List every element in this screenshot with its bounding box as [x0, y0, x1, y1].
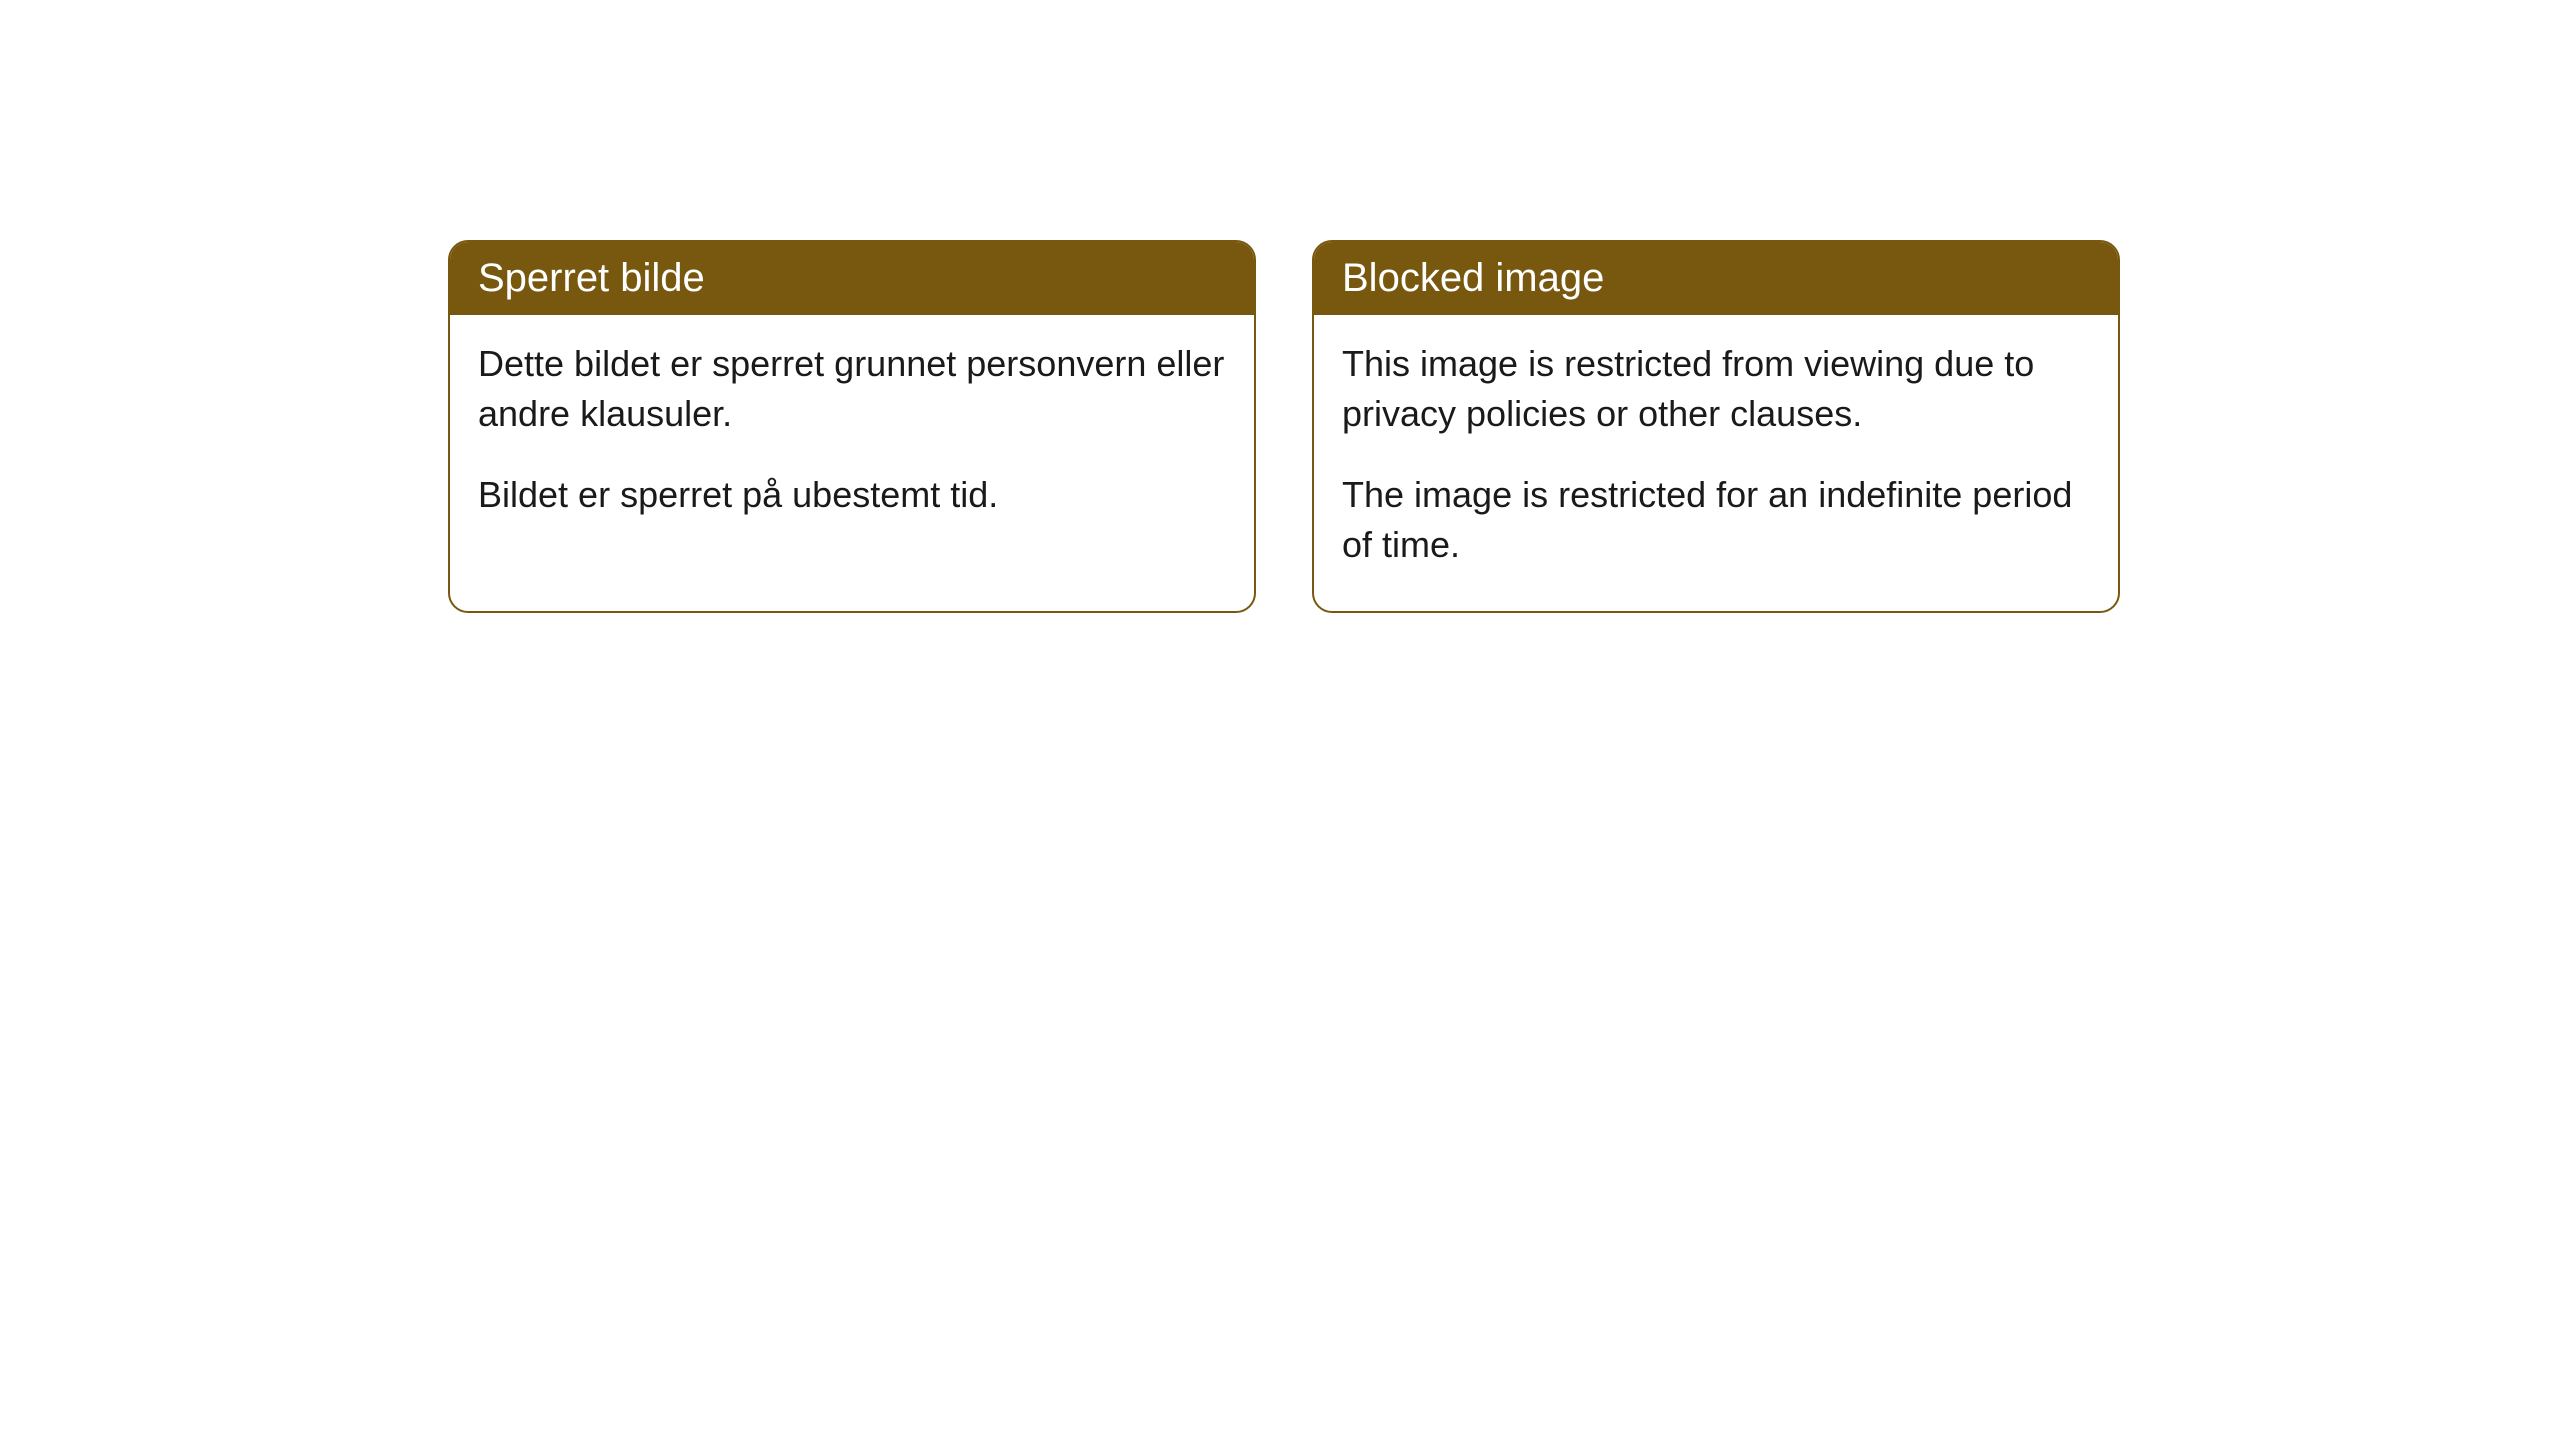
card-paragraph: This image is restricted from viewing du… — [1342, 339, 2090, 440]
card-paragraph: Dette bildet er sperret grunnet personve… — [478, 339, 1226, 440]
blocked-image-card-norwegian: Sperret bilde Dette bildet er sperret gr… — [448, 240, 1256, 613]
card-header-norwegian: Sperret bilde — [450, 242, 1254, 315]
card-paragraph: The image is restricted for an indefinit… — [1342, 470, 2090, 571]
card-paragraph: Bildet er sperret på ubestemt tid. — [478, 470, 1226, 520]
card-title: Blocked image — [1342, 256, 1604, 300]
card-body-english: This image is restricted from viewing du… — [1314, 315, 2118, 611]
blocked-image-card-english: Blocked image This image is restricted f… — [1312, 240, 2120, 613]
card-title: Sperret bilde — [478, 256, 705, 300]
cards-container: Sperret bilde Dette bildet er sperret gr… — [0, 0, 2560, 613]
card-header-english: Blocked image — [1314, 242, 2118, 315]
card-body-norwegian: Dette bildet er sperret grunnet personve… — [450, 315, 1254, 560]
